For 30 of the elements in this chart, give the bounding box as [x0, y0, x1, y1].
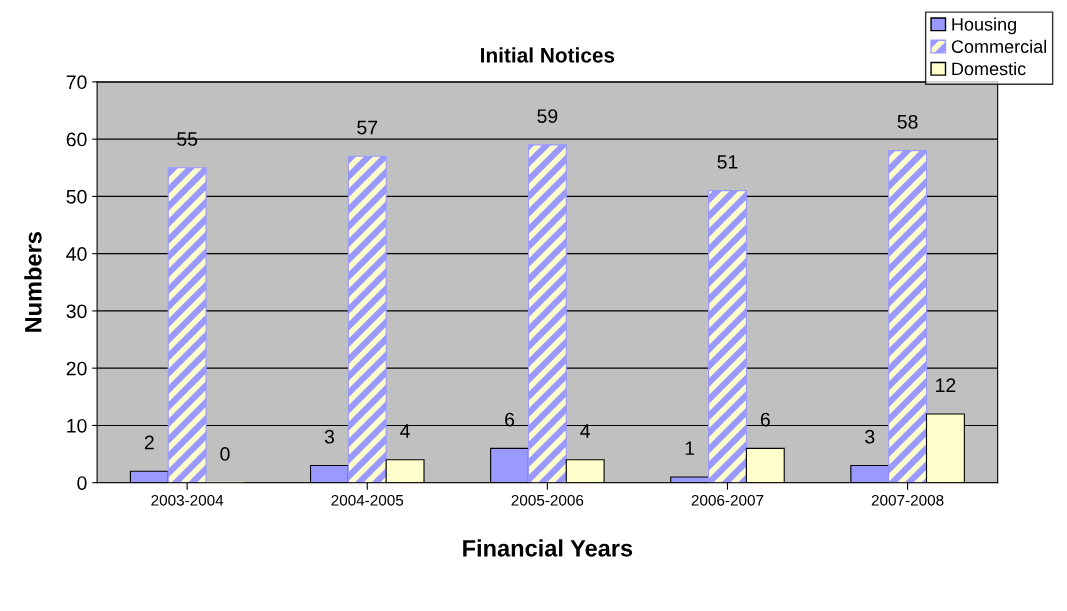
data-label: 2 [144, 435, 154, 450]
legend-label: Domestic [952, 62, 1026, 76]
data-label: 51 [717, 155, 738, 169]
y-tick-label: 30 [66, 304, 87, 319]
data-label: 12 [936, 378, 956, 392]
data-label: 1 [685, 441, 695, 455]
y-tick-label: 60 [66, 132, 87, 147]
x-tick-label: 2006-2007 [691, 494, 764, 506]
legend-label: Housing [952, 17, 1016, 35]
x-axis-title: Financial Years [463, 539, 633, 557]
y-tick-label: 20 [66, 361, 87, 376]
legend-label: Commercial [951, 39, 1047, 54]
data-label: 0 [220, 447, 230, 461]
data-label: 3 [324, 429, 334, 444]
data-label: 59 [537, 109, 558, 123]
x-tick-label: 2003-2004 [151, 494, 224, 506]
chart-title: Initial Notices [481, 47, 615, 63]
y-tick-label: 50 [66, 189, 87, 204]
y-axis-title: Numbers [24, 232, 42, 332]
data-label: 3 [865, 429, 875, 444]
data-label: 4 [580, 424, 591, 438]
data-label: 58 [897, 114, 918, 129]
y-tick-label: 0 [77, 476, 87, 490]
x-tick-label: 2004-2005 [331, 494, 404, 506]
data-label: 57 [357, 120, 378, 135]
y-tick-label: 10 [67, 418, 87, 433]
y-tick-label: 40 [66, 247, 87, 261]
x-tick-label: 2007-2008 [871, 494, 944, 506]
y-tick-label: 70 [66, 75, 87, 90]
x-tick-label: 2005-2006 [511, 494, 584, 506]
